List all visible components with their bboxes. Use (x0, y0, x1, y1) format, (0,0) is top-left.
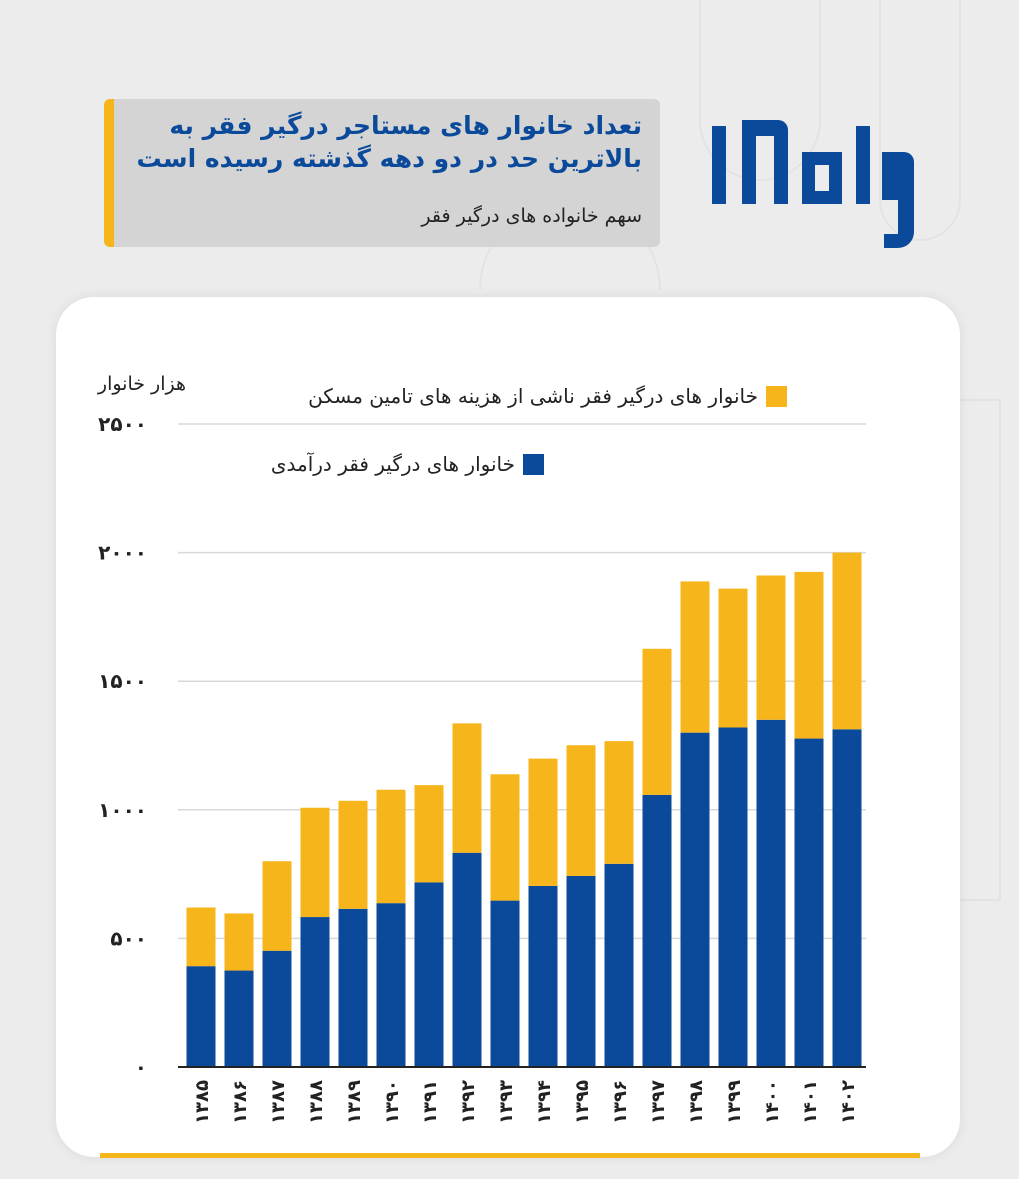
legend-swatch-housing (766, 385, 787, 407)
bar-segment-housing (300, 807, 330, 918)
bar-segment-housing (414, 785, 444, 883)
y-tick-label: ۱۵۰۰ (98, 669, 147, 693)
y-tick-label: ۰ (135, 1055, 147, 1079)
legend-label-housing: خانوار های درگیر فقر ناشی از هزینه های ت… (308, 384, 758, 408)
bar-segment-income (642, 794, 672, 1067)
y-tick-label: ۲۰۰۰ (98, 541, 147, 565)
bamdad-logo (712, 120, 914, 248)
y-tick-label: ۱۰۰۰ (98, 798, 147, 822)
bar-segment-income (452, 852, 482, 1067)
x-tick-label: ۱۳۹۴ (534, 1080, 555, 1124)
y-tick-label: ۵۰۰ (110, 926, 147, 950)
x-tick-label: ۱۴۰۰ (762, 1080, 783, 1124)
x-tick-label: ۱۳۸۸ (306, 1080, 327, 1124)
bar-segment-housing (262, 861, 292, 951)
bar-segment-housing (376, 789, 406, 904)
x-tick-label: ۱۳۹۹ (724, 1080, 745, 1124)
bar-segment-income (224, 970, 254, 1067)
legend-swatch-income (523, 453, 544, 475)
bar-segment-income (186, 966, 216, 1067)
bar-segment-income (376, 903, 406, 1067)
x-tick-label: ۱۳۸۹ (344, 1080, 365, 1124)
card-accent-bar (100, 1153, 920, 1158)
bar-segment-housing (604, 741, 634, 864)
page-title: تعداد خانوار های مستاجر درگیر فقر به بال… (136, 111, 642, 173)
bar-segment-income (262, 950, 292, 1067)
x-tick-label: ۱۴۰۱ (800, 1080, 821, 1124)
bar-segment-income (300, 917, 330, 1067)
bar-segment-income (338, 908, 368, 1067)
x-tick-label: ۱۳۹۵ (572, 1080, 593, 1124)
x-tick-label: ۱۳۸۶ (230, 1080, 251, 1124)
header-box: تعداد خانوار های مستاجر درگیر فقر به بال… (104, 99, 660, 247)
y-axis-label: هزار خانوار (97, 373, 186, 395)
x-tick-label: ۱۳۸۷ (268, 1080, 289, 1124)
bar-segment-income (490, 900, 520, 1067)
bar-segment-housing (452, 723, 482, 853)
bar-segment-housing (794, 571, 824, 739)
bar-segment-income (794, 738, 824, 1067)
bar-segment-housing (832, 552, 862, 730)
legend-item-housing: خانوار های درگیر فقر ناشی از هزینه های ت… (308, 384, 787, 408)
bar-segment-housing (718, 588, 748, 728)
bar-segment-income (604, 863, 634, 1067)
bar-segment-housing (680, 581, 710, 733)
bar-segment-income (528, 885, 558, 1067)
bar-segment-housing (756, 575, 786, 720)
bar-segment-housing (224, 913, 254, 971)
bar-segment-income (566, 875, 596, 1067)
bar-segment-housing (490, 774, 520, 901)
x-tick-label: ۱۳۹۸ (686, 1080, 707, 1124)
x-tick-label: ۱۳۹۲ (458, 1080, 479, 1124)
x-tick-label: ۱۳۹۱ (420, 1080, 441, 1124)
legend-label-income: خانوار های درگیر فقر درآمدی (270, 452, 515, 476)
bar-segment-housing (528, 758, 558, 886)
x-tick-label: ۱۴۰۲ (838, 1080, 859, 1124)
page-subtitle: سهم خانواده های درگیر فقر (421, 205, 642, 227)
x-tick-label: ۱۳۹۰ (382, 1080, 403, 1124)
bar-segment-income (832, 729, 862, 1067)
bar-segment-income (756, 719, 786, 1067)
bar-segment-housing (566, 745, 596, 876)
bar-segment-income (680, 732, 710, 1067)
x-tick-label: ۱۳۹۷ (648, 1080, 669, 1124)
legend-item-income: خانوار های درگیر فقر درآمدی (271, 452, 544, 476)
x-tick-label: ۱۳۹۶ (610, 1080, 631, 1124)
bar-segment-housing (186, 907, 216, 967)
bar-segment-housing (642, 648, 672, 795)
bar-segment-income (718, 727, 748, 1067)
y-tick-label: ۲۵۰۰ (98, 412, 147, 436)
x-tick-label: ۱۳۸۵ (192, 1080, 213, 1124)
bar-segment-housing (338, 800, 368, 909)
bar-segment-income (414, 882, 444, 1067)
x-tick-label: ۱۳۹۳ (496, 1080, 517, 1124)
